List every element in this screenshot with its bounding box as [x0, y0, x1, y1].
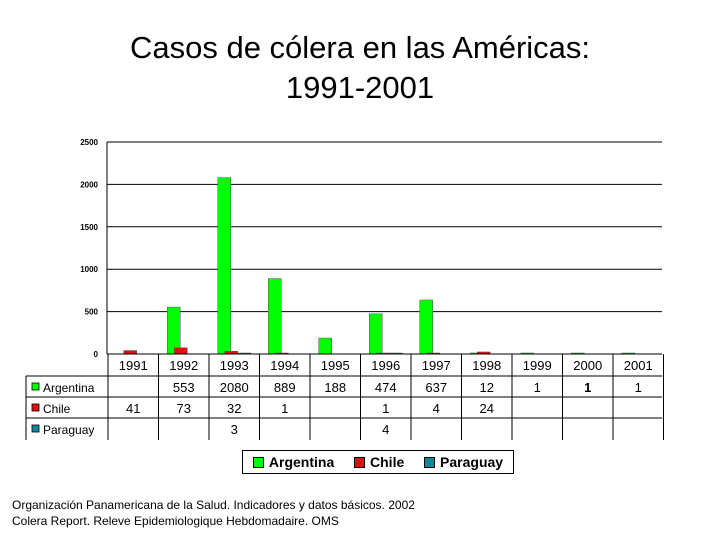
bar-argentina-1997 — [419, 299, 433, 355]
data-label: 41 — [126, 401, 140, 416]
data-label: 474 — [375, 380, 397, 395]
table-row-label: Paraguay — [43, 423, 94, 437]
data-label: 24 — [480, 401, 494, 416]
data-label: 4 — [433, 401, 440, 416]
data-label: 73 — [177, 401, 191, 416]
data-label: 1 — [281, 401, 288, 416]
table-swatch-chile — [31, 403, 40, 412]
source-line-1: Organización Panamericana de la Salud. I… — [12, 498, 415, 512]
data-label: 1 — [584, 380, 591, 395]
table-row-label: Argentina — [43, 381, 95, 395]
data-label: 4 — [382, 422, 389, 437]
y-tick-label: 2500 — [80, 138, 98, 147]
x-tick-label: 1999 — [523, 358, 552, 373]
title-line-2: 1991-2001 — [285, 70, 435, 105]
legend-item-argentina: Argentina — [252, 454, 335, 470]
data-label: 553 — [173, 380, 195, 395]
data-label: 188 — [324, 380, 346, 395]
legend-swatch-argentina — [252, 456, 264, 468]
legend-item-chile: Chile — [354, 454, 404, 470]
y-tick-label: 1500 — [80, 223, 98, 232]
x-tick-label: 1994 — [270, 358, 299, 373]
title-line-1: Casos de cólera en las Américas: — [129, 30, 591, 65]
source-note: Organización Panamericana de la Salud. I… — [12, 497, 415, 529]
table-swatch-paraguay — [31, 424, 40, 433]
data-label: 3 — [231, 422, 238, 437]
x-tick-label: 1996 — [371, 358, 400, 373]
x-tick-label: 1998 — [472, 358, 501, 373]
x-tick-label: 1995 — [321, 358, 350, 373]
chart-legend: Argentina Chile Paraguay — [242, 450, 514, 474]
data-label: 2080 — [220, 380, 249, 395]
data-label: 1 — [534, 380, 541, 395]
legend-label-chile: Chile — [370, 454, 405, 470]
bar-chile-1992 — [174, 347, 188, 355]
y-tick-label: 2000 — [80, 180, 98, 189]
data-label: 12 — [480, 380, 494, 395]
x-tick-label: 1992 — [169, 358, 198, 373]
bar-argentina-1995 — [318, 337, 332, 355]
data-label: 637 — [425, 380, 447, 395]
legend-item-paraguay: Paraguay — [424, 454, 503, 470]
legend-label-paraguay: Paraguay — [440, 454, 504, 470]
bar-argentina-1992 — [167, 306, 181, 355]
chart-title: Casos de cólera en las Américas: 1991-20… — [0, 28, 720, 108]
data-label: 32 — [227, 401, 241, 416]
y-tick-label: 500 — [85, 308, 99, 317]
table-row-label: Chile — [43, 402, 71, 416]
legend-swatch-paraguay — [424, 456, 436, 468]
data-label: 1 — [382, 401, 389, 416]
bar-argentina-1996 — [369, 313, 383, 355]
bar-argentina-1994 — [268, 278, 282, 355]
x-tick-label: 1991 — [119, 358, 148, 373]
table-swatch-argentina — [31, 382, 40, 391]
legend-label-argentina: Argentina — [268, 454, 335, 470]
legend-swatch-chile — [354, 456, 366, 468]
data-label: 1 — [635, 380, 642, 395]
bar-chile-1991 — [123, 350, 137, 355]
y-tick-label: 1000 — [80, 265, 98, 274]
x-tick-label: 2001 — [624, 358, 653, 373]
x-tick-label: 1997 — [422, 358, 451, 373]
x-tick-label: 1993 — [220, 358, 249, 373]
source-line-2: Colera Report. Releve Epidemiologique He… — [12, 514, 339, 528]
x-tick-label: 2000 — [573, 358, 602, 373]
bar-argentina-1993 — [217, 177, 231, 355]
data-label: 889 — [274, 380, 296, 395]
y-tick-label: 0 — [94, 350, 99, 359]
